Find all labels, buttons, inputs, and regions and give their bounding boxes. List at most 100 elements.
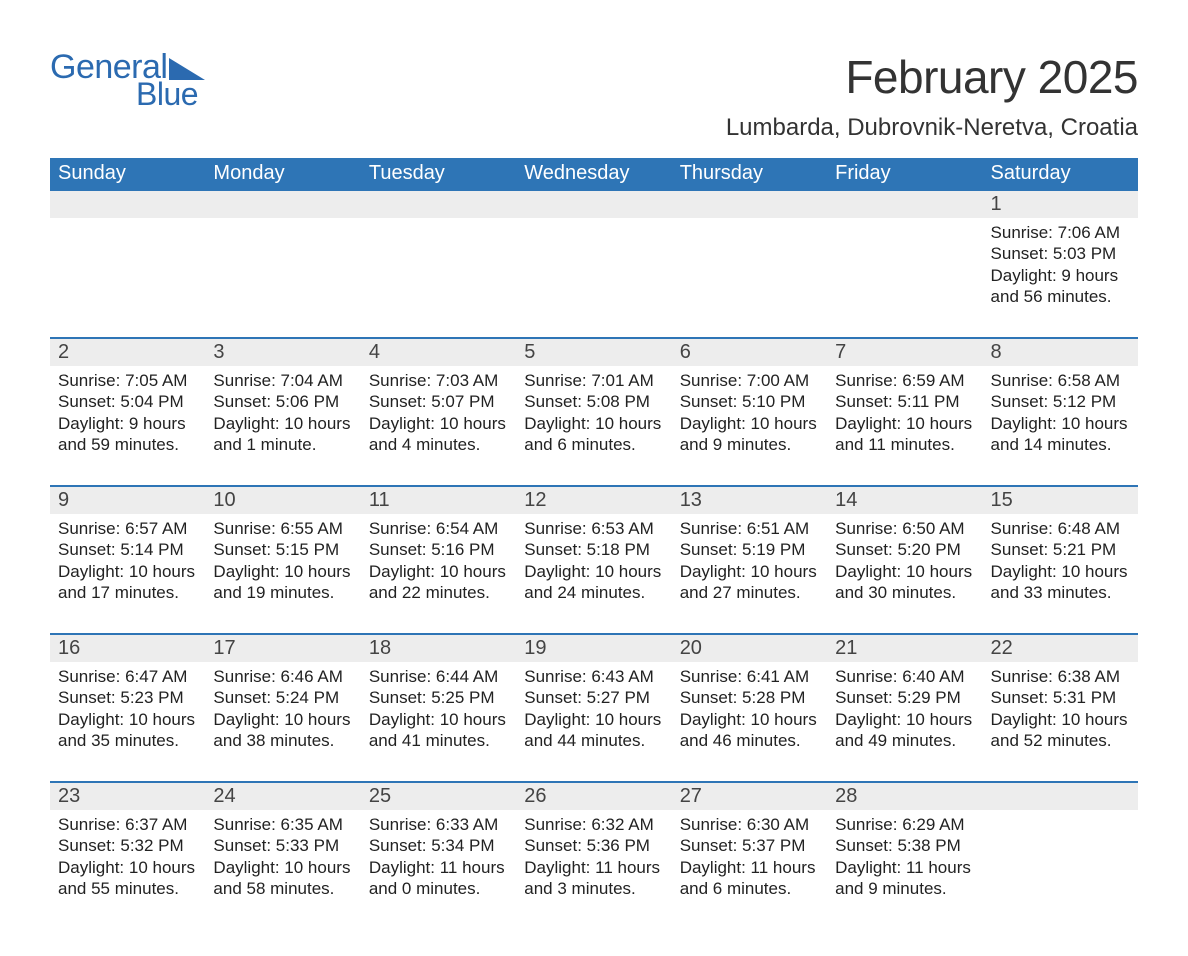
- day-number: 6: [672, 338, 827, 366]
- day-cell: Sunrise: 7:05 AMSunset: 5:04 PMDaylight:…: [50, 366, 205, 472]
- day-number: 23: [50, 782, 205, 810]
- day-cell: [516, 218, 671, 324]
- day-cell: Sunrise: 6:57 AMSunset: 5:14 PMDaylight:…: [50, 514, 205, 620]
- day-cell: Sunrise: 6:30 AMSunset: 5:37 PMDaylight:…: [672, 810, 827, 916]
- day-number: [827, 190, 982, 218]
- day-cell: Sunrise: 6:32 AMSunset: 5:36 PMDaylight:…: [516, 810, 671, 916]
- day-cell: Sunrise: 6:51 AMSunset: 5:19 PMDaylight:…: [672, 514, 827, 620]
- day-number: 27: [672, 782, 827, 810]
- day-cell: Sunrise: 7:04 AMSunset: 5:06 PMDaylight:…: [205, 366, 360, 472]
- day-cell: Sunrise: 6:35 AMSunset: 5:33 PMDaylight:…: [205, 810, 360, 916]
- day-number: 18: [361, 634, 516, 662]
- day-number: 10: [205, 486, 360, 514]
- weekday-header: Thursday: [672, 158, 827, 190]
- day-cell: Sunrise: 6:33 AMSunset: 5:34 PMDaylight:…: [361, 810, 516, 916]
- day-cell: Sunrise: 7:01 AMSunset: 5:08 PMDaylight:…: [516, 366, 671, 472]
- day-number: 20: [672, 634, 827, 662]
- day-number: 16: [50, 634, 205, 662]
- day-cell: Sunrise: 6:48 AMSunset: 5:21 PMDaylight:…: [983, 514, 1138, 620]
- day-cell: Sunrise: 6:44 AMSunset: 5:25 PMDaylight:…: [361, 662, 516, 768]
- day-cell: Sunrise: 6:43 AMSunset: 5:27 PMDaylight:…: [516, 662, 671, 768]
- day-cell: [361, 218, 516, 324]
- day-number: [361, 190, 516, 218]
- day-cell: Sunrise: 6:59 AMSunset: 5:11 PMDaylight:…: [827, 366, 982, 472]
- spacer-row: [50, 768, 1138, 782]
- weekday-header: Wednesday: [516, 158, 671, 190]
- day-number: [50, 190, 205, 218]
- weekday-header: Saturday: [983, 158, 1138, 190]
- day-cell: Sunrise: 7:03 AMSunset: 5:07 PMDaylight:…: [361, 366, 516, 472]
- day-cell: Sunrise: 6:55 AMSunset: 5:15 PMDaylight:…: [205, 514, 360, 620]
- day-cell: [205, 218, 360, 324]
- daynum-row: 23 24 25 26 27 28: [50, 782, 1138, 810]
- day-cell: Sunrise: 6:46 AMSunset: 5:24 PMDaylight:…: [205, 662, 360, 768]
- day-cell: Sunrise: 7:00 AMSunset: 5:10 PMDaylight:…: [672, 366, 827, 472]
- day-number: 22: [983, 634, 1138, 662]
- spacer-row: [50, 324, 1138, 338]
- header-row: General Blue February 2025 Lumbarda, Dub…: [50, 50, 1138, 152]
- daynum-row: 2 3 4 5 6 7 8: [50, 338, 1138, 366]
- day-number: [672, 190, 827, 218]
- day-cell: Sunrise: 6:53 AMSunset: 5:18 PMDaylight:…: [516, 514, 671, 620]
- weekday-header: Monday: [205, 158, 360, 190]
- day-number: 19: [516, 634, 671, 662]
- day-cell: Sunrise: 6:41 AMSunset: 5:28 PMDaylight:…: [672, 662, 827, 768]
- day-number: 13: [672, 486, 827, 514]
- day-number: 14: [827, 486, 982, 514]
- day-number: 11: [361, 486, 516, 514]
- day-number: [205, 190, 360, 218]
- day-cell: [50, 218, 205, 324]
- content-row: Sunrise: 6:37 AMSunset: 5:32 PMDaylight:…: [50, 810, 1138, 916]
- content-row: Sunrise: 6:47 AMSunset: 5:23 PMDaylight:…: [50, 662, 1138, 768]
- day-number: 17: [205, 634, 360, 662]
- day-number: 4: [361, 338, 516, 366]
- day-number: 5: [516, 338, 671, 366]
- day-number: 25: [361, 782, 516, 810]
- day-number: 2: [50, 338, 205, 366]
- day-cell: [827, 218, 982, 324]
- brand-word2: Blue: [136, 78, 205, 110]
- day-number: 24: [205, 782, 360, 810]
- weekday-header-row: Sunday Monday Tuesday Wednesday Thursday…: [50, 158, 1138, 190]
- day-number: 8: [983, 338, 1138, 366]
- weekday-header: Sunday: [50, 158, 205, 190]
- calendar-body: 1 Sunrise: 7:06 AMSunset: 5:03 PMDayligh…: [50, 190, 1138, 916]
- daynum-row: 16 17 18 19 20 21 22: [50, 634, 1138, 662]
- day-number: 26: [516, 782, 671, 810]
- location-subtitle: Lumbarda, Dubrovnik-Neretva, Croatia: [726, 114, 1138, 142]
- content-row: Sunrise: 7:05 AMSunset: 5:04 PMDaylight:…: [50, 366, 1138, 472]
- title-block: February 2025 Lumbarda, Dubrovnik-Neretv…: [726, 50, 1138, 152]
- month-title: February 2025: [726, 50, 1138, 104]
- day-cell: Sunrise: 6:50 AMSunset: 5:20 PMDaylight:…: [827, 514, 982, 620]
- day-number: 7: [827, 338, 982, 366]
- day-number: [983, 782, 1138, 810]
- day-cell: [983, 810, 1138, 916]
- day-number: 3: [205, 338, 360, 366]
- weekday-header: Tuesday: [361, 158, 516, 190]
- day-cell: Sunrise: 6:58 AMSunset: 5:12 PMDaylight:…: [983, 366, 1138, 472]
- day-number: 9: [50, 486, 205, 514]
- day-cell: Sunrise: 6:29 AMSunset: 5:38 PMDaylight:…: [827, 810, 982, 916]
- daynum-row: 9 10 11 12 13 14 15: [50, 486, 1138, 514]
- day-number: 28: [827, 782, 982, 810]
- spacer-row: [50, 620, 1138, 634]
- day-number: [516, 190, 671, 218]
- day-cell: Sunrise: 6:40 AMSunset: 5:29 PMDaylight:…: [827, 662, 982, 768]
- day-number: 21: [827, 634, 982, 662]
- brand-logo: General Blue: [50, 50, 205, 110]
- day-number: 15: [983, 486, 1138, 514]
- weekday-header: Friday: [827, 158, 982, 190]
- day-cell: Sunrise: 6:47 AMSunset: 5:23 PMDaylight:…: [50, 662, 205, 768]
- calendar-table: Sunday Monday Tuesday Wednesday Thursday…: [50, 158, 1138, 916]
- day-number: 1: [983, 190, 1138, 218]
- daynum-row: 1: [50, 190, 1138, 218]
- content-row: Sunrise: 6:57 AMSunset: 5:14 PMDaylight:…: [50, 514, 1138, 620]
- day-cell: Sunrise: 6:37 AMSunset: 5:32 PMDaylight:…: [50, 810, 205, 916]
- spacer-row: [50, 472, 1138, 486]
- day-cell: Sunrise: 6:38 AMSunset: 5:31 PMDaylight:…: [983, 662, 1138, 768]
- content-row: Sunrise: 7:06 AMSunset: 5:03 PMDaylight:…: [50, 218, 1138, 324]
- day-number: 12: [516, 486, 671, 514]
- day-cell: Sunrise: 6:54 AMSunset: 5:16 PMDaylight:…: [361, 514, 516, 620]
- day-cell: [672, 218, 827, 324]
- day-cell: Sunrise: 7:06 AMSunset: 5:03 PMDaylight:…: [983, 218, 1138, 324]
